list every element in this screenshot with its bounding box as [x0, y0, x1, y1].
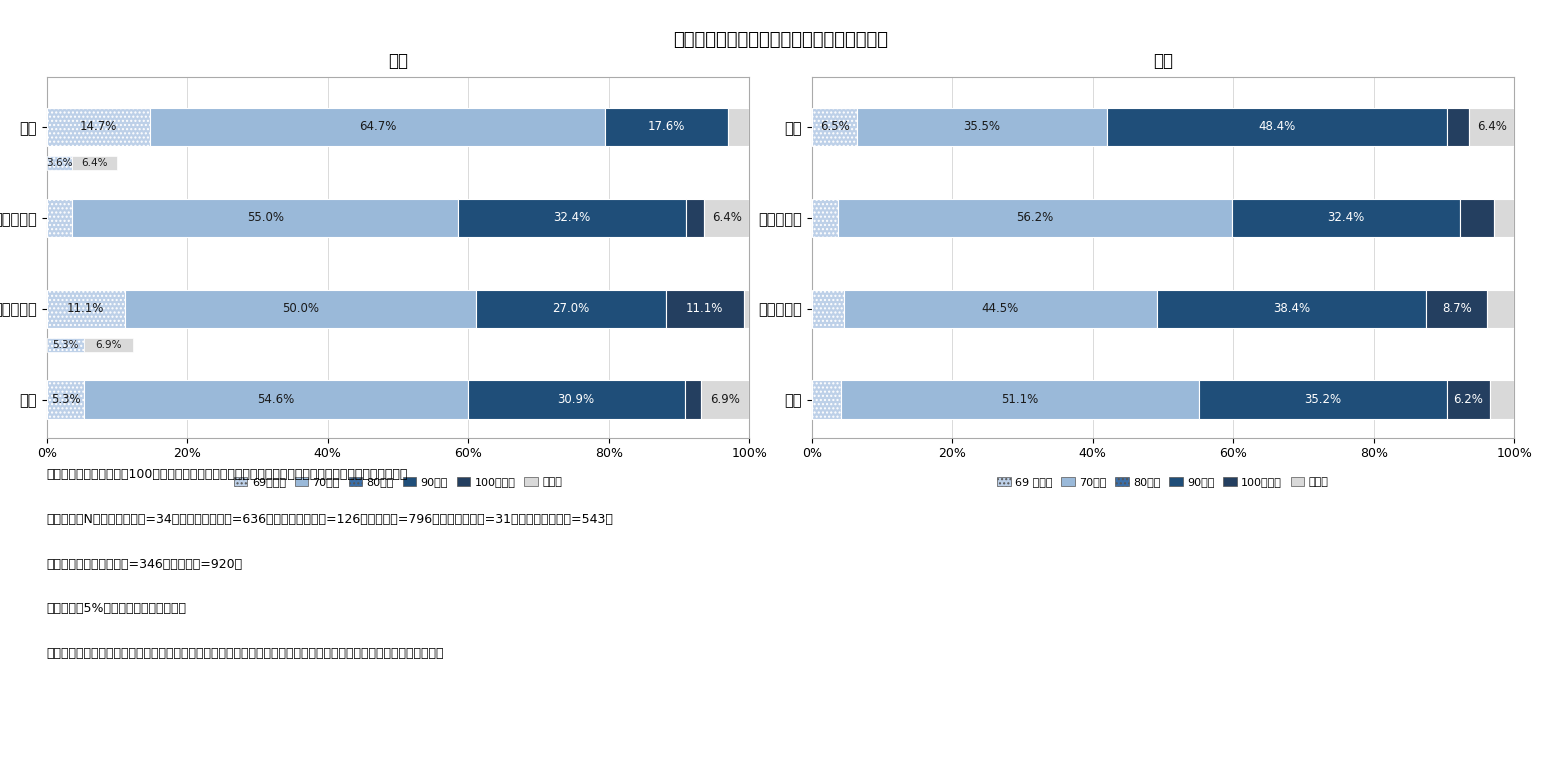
Text: 14.7%: 14.7% — [80, 121, 117, 134]
Text: （備考３）5%未満の値は一部記載略。: （備考３）5%未満の値は一部記載略。 — [47, 602, 187, 615]
Text: 6.4%: 6.4% — [81, 158, 108, 168]
Bar — [812, 108, 857, 146]
Text: 44.5%: 44.5% — [982, 302, 1019, 315]
Text: 図表１　　性・配偶関係別にみた希望の寿命: 図表１ 性・配偶関係別にみた希望の寿命 — [673, 31, 888, 48]
Bar — [1488, 290, 1514, 328]
Bar — [47, 338, 84, 353]
Bar — [47, 380, 84, 419]
Bar — [1447, 108, 1469, 146]
Text: 30.9%: 30.9% — [557, 393, 595, 406]
Text: 55.0%: 55.0% — [247, 211, 284, 224]
Text: 6.2%: 6.2% — [1453, 393, 1483, 406]
Text: 5.3%: 5.3% — [52, 340, 78, 350]
Text: 51.1%: 51.1% — [1001, 393, 1038, 406]
Text: 32.4%: 32.4% — [1328, 211, 1364, 224]
Text: （備考２）Nは男性「未婚」=34、「配偶者あり」=636、「離別・死別」=126、「全体」=796。女性「未婚」=31、「配偶者あり」=543、: （備考２）Nは男性「未婚」=34、「配偶者あり」=636、「離別・死別」=126… — [47, 513, 613, 526]
Bar — [459, 199, 685, 237]
Bar — [812, 380, 840, 419]
Text: 17.6%: 17.6% — [648, 121, 685, 134]
Bar — [1427, 290, 1488, 328]
Bar — [838, 199, 1233, 237]
Bar — [47, 199, 72, 237]
Text: 50.0%: 50.0% — [283, 302, 318, 315]
Bar — [1460, 199, 1494, 237]
Bar — [701, 380, 749, 419]
Bar — [743, 290, 749, 328]
Bar — [1199, 380, 1447, 419]
Bar — [47, 290, 125, 328]
Title: 男性: 男性 — [389, 51, 407, 70]
Text: 6.9%: 6.9% — [710, 393, 740, 406]
Text: 11.1%: 11.1% — [685, 302, 723, 315]
Bar — [845, 290, 1157, 328]
Bar — [476, 290, 665, 328]
Text: 35.2%: 35.2% — [1305, 393, 1341, 406]
Bar — [604, 108, 727, 146]
Text: 6.4%: 6.4% — [712, 211, 741, 224]
Text: 5.3%: 5.3% — [50, 393, 80, 406]
Text: （資料）公益財団法人「生命保険文化センター」の「ライフマネジメントに関する高齢者の意識調査」より筆者作成。: （資料）公益財団法人「生命保険文化センター」の「ライフマネジメントに関する高齢者… — [47, 647, 445, 660]
Text: 54.6%: 54.6% — [258, 393, 295, 406]
Text: 32.4%: 32.4% — [554, 211, 592, 224]
Text: 「離別・死別」=346、「全体」=920。: 「離別・死別」=346、「全体」=920。 — [47, 558, 244, 571]
Text: 35.5%: 35.5% — [963, 121, 1001, 134]
Text: 6.5%: 6.5% — [820, 121, 849, 134]
Bar — [857, 108, 1107, 146]
Bar — [840, 380, 1199, 419]
Text: 64.7%: 64.7% — [359, 121, 396, 134]
Bar — [687, 199, 704, 237]
Bar — [665, 290, 743, 328]
Bar — [1157, 290, 1427, 328]
Bar — [84, 338, 133, 353]
Text: 8.7%: 8.7% — [1442, 302, 1472, 315]
Text: 27.0%: 27.0% — [553, 302, 590, 315]
Bar — [47, 108, 150, 146]
Bar — [1491, 380, 1514, 419]
Text: 3.6%: 3.6% — [47, 158, 73, 168]
Text: 38.4%: 38.4% — [1272, 302, 1310, 315]
Text: 56.2%: 56.2% — [1016, 211, 1054, 224]
Bar — [685, 380, 701, 419]
Text: （備考１）設問は「人生100年時代の到来に対し、あなたは希望と不安どちらのほうが大きいですか」。: （備考１）設問は「人生100年時代の到来に対し、あなたは希望と不安どちらのほうが… — [47, 468, 409, 482]
Bar — [72, 156, 117, 170]
Bar — [812, 199, 838, 237]
Bar — [1469, 108, 1514, 146]
Bar — [1494, 199, 1514, 237]
Legend: 69歳以下, 70歳代, 80歳代, 90歳代, 100歳以上, 無回答: 69歳以下, 70歳代, 80歳代, 90歳代, 100歳以上, 無回答 — [229, 472, 567, 492]
Bar — [72, 199, 459, 237]
Text: 6.4%: 6.4% — [1477, 121, 1506, 134]
Bar — [812, 290, 845, 328]
Text: 6.9%: 6.9% — [95, 340, 122, 350]
Legend: 69 歳以下, 70歳代, 80歳代, 90歳代, 100歳以上, 無回答: 69 歳以下, 70歳代, 80歳代, 90歳代, 100歳以上, 無回答 — [993, 472, 1333, 492]
Bar — [468, 380, 685, 419]
Bar — [1233, 199, 1460, 237]
Bar — [150, 108, 604, 146]
Bar — [727, 108, 749, 146]
Text: 11.1%: 11.1% — [67, 302, 105, 315]
Title: 女性: 女性 — [1154, 51, 1172, 70]
Bar — [1107, 108, 1447, 146]
Bar — [704, 199, 749, 237]
Text: 48.4%: 48.4% — [1258, 121, 1296, 134]
Bar — [47, 156, 72, 170]
Bar — [125, 290, 476, 328]
Bar — [84, 380, 468, 419]
Bar — [1447, 380, 1491, 419]
